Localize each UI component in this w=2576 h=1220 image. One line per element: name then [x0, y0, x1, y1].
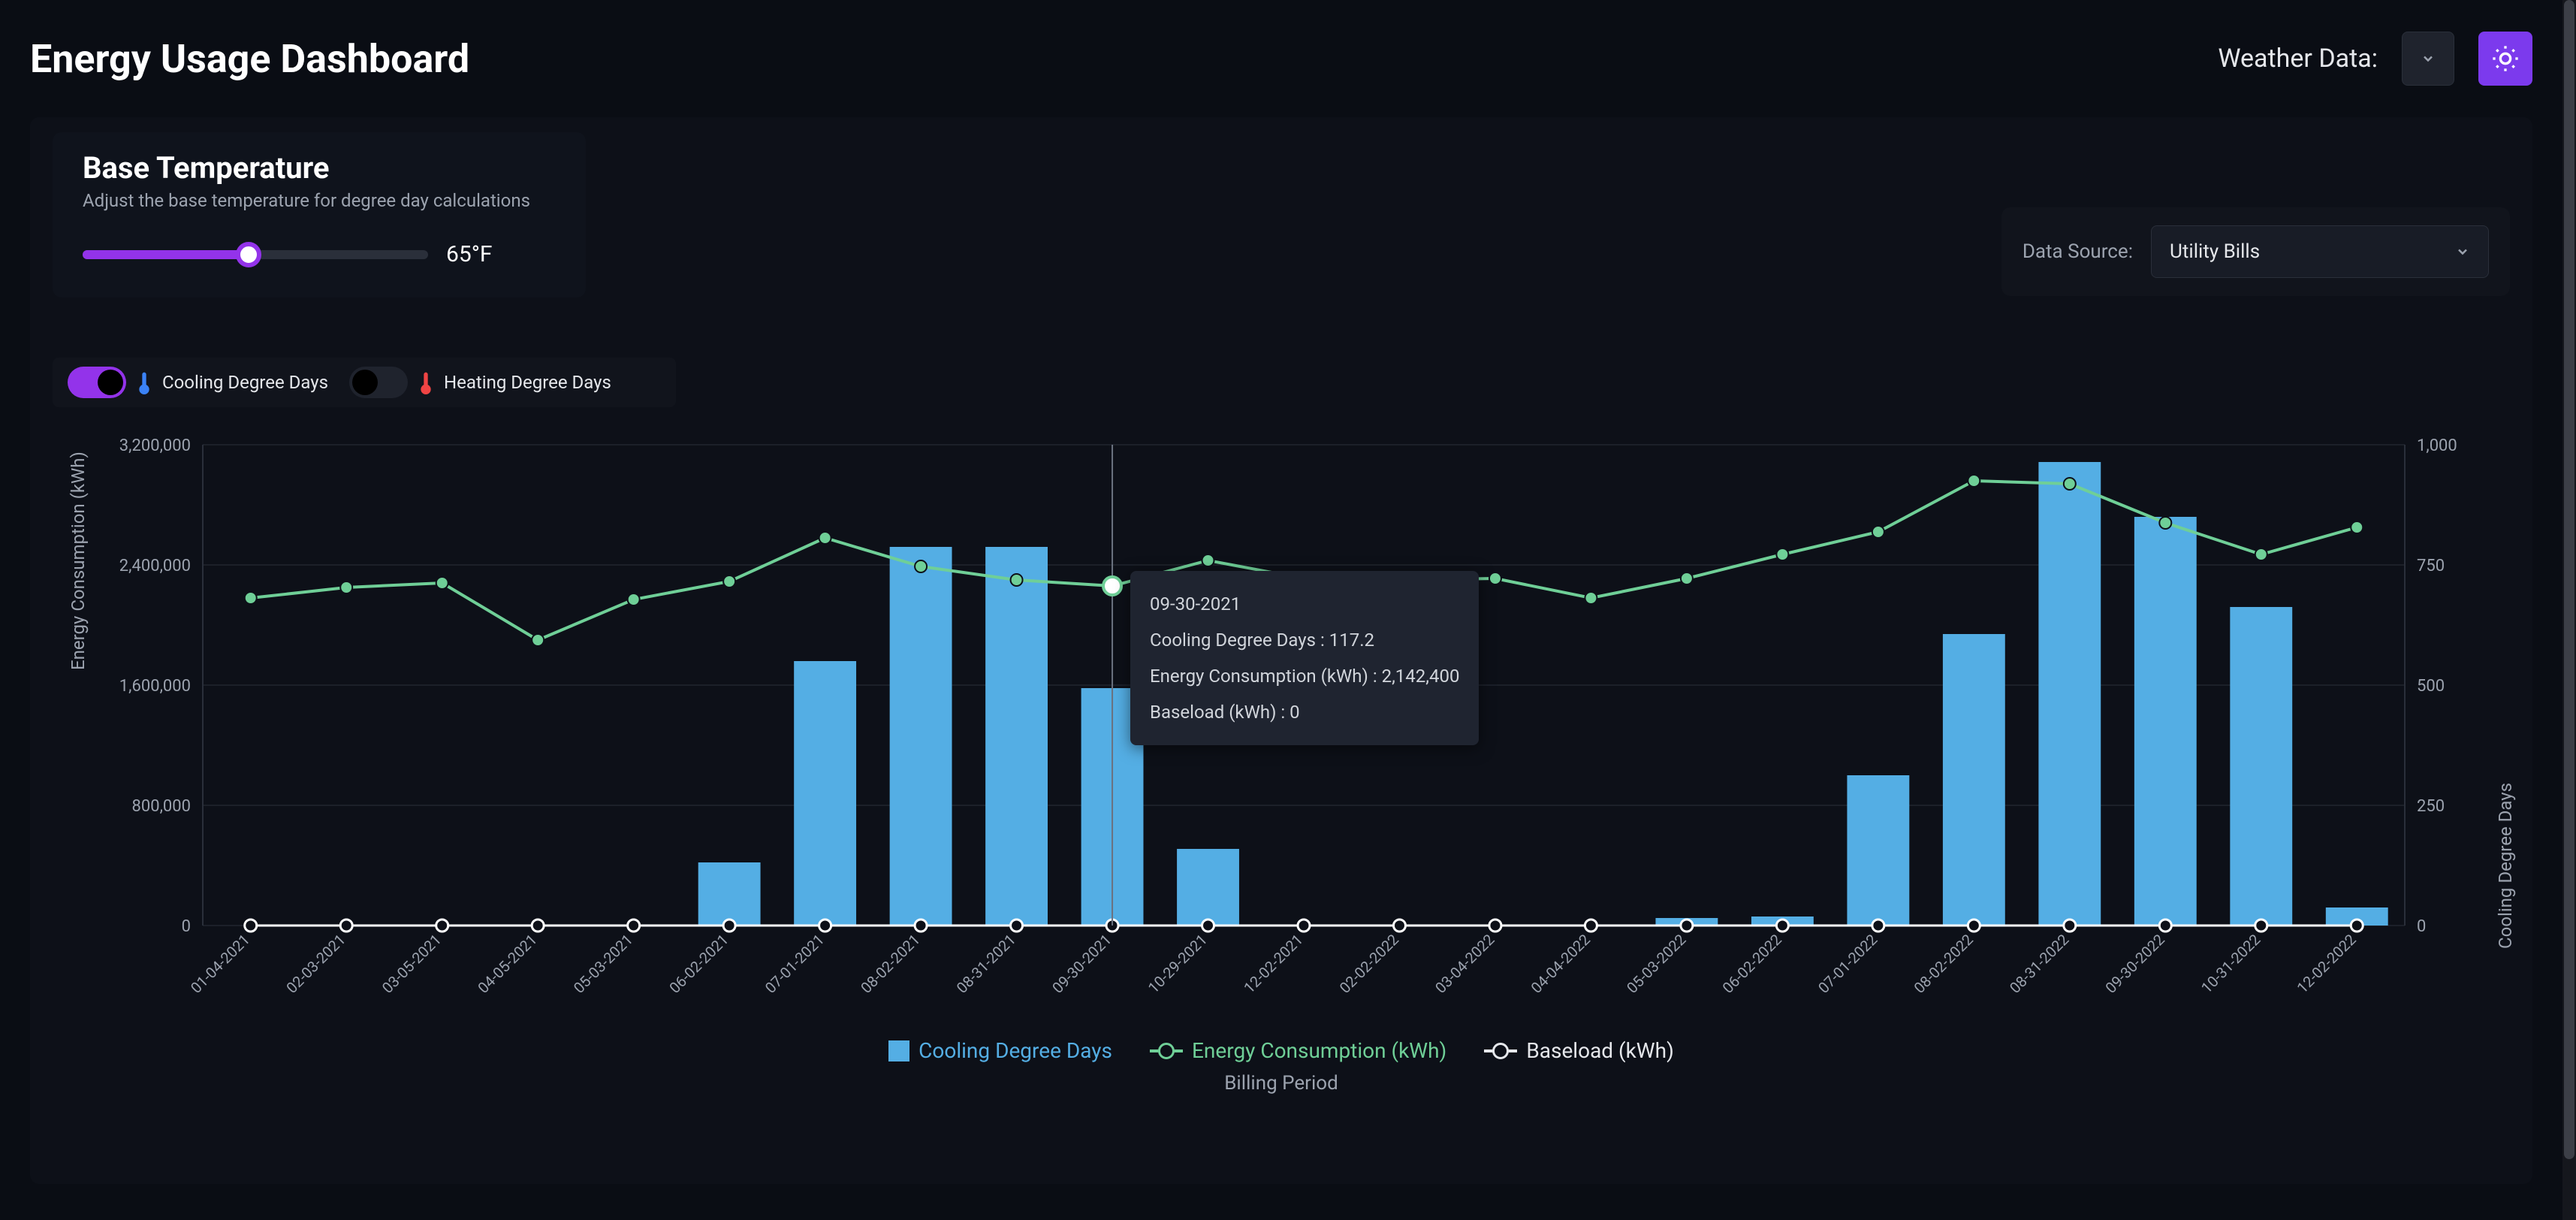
legend-baseload[interactable]: Baseload (kWh) [1484, 1038, 1674, 1063]
tooltip-row-1: Energy Consumption (kWh) : 2,142,400 [1150, 658, 1459, 694]
theme-toggle-button[interactable] [2478, 32, 2532, 86]
weather-data-label: Weather Data: [2218, 44, 2378, 74]
thermometer-cold-icon [135, 369, 153, 396]
svg-text:12-02-2022: 12-02-2022 [2293, 931, 2359, 997]
svg-text:0: 0 [182, 917, 191, 936]
svg-text:07-01-2022: 07-01-2022 [1814, 931, 1881, 997]
weather-data-select[interactable] [2402, 32, 2454, 86]
svg-text:02-03-2021: 02-03-2021 [282, 931, 348, 997]
tooltip-row-2: Baseload (kWh) : 0 [1150, 694, 1459, 730]
chart-container: Energy Consumption (kWh) Cooling Degree … [53, 430, 2510, 1166]
degree-day-toggles: Cooling Degree Days Heating Degree Days [53, 358, 676, 407]
data-source-card: Data Source: Utility Bills [2001, 207, 2510, 296]
chart-legend: Cooling Degree Days Energy Consumption (… [53, 1038, 2510, 1063]
legend-cooling-label: Cooling Degree Days [918, 1038, 1112, 1063]
base-temp-slider-row: 65°F [83, 241, 556, 267]
heating-switch[interactable] [349, 367, 408, 398]
svg-text:0: 0 [2417, 917, 2426, 936]
topbar: Energy Usage Dashboard Weather Data: [0, 0, 2562, 117]
legend-energy-label: Energy Consumption (kWh) [1192, 1038, 1446, 1063]
svg-text:09-30-2022: 09-30-2022 [2101, 931, 2167, 997]
svg-text:02-02-2022: 02-02-2022 [1336, 931, 1402, 997]
chart-tooltip: 09-30-2021 Cooling Degree Days : 117.2 E… [1130, 571, 1479, 745]
y-axis-right-label: Cooling Degree Days [2495, 783, 2516, 949]
legend-cooling-swatch [888, 1040, 909, 1061]
x-axis-label: Billing Period [53, 1072, 2510, 1095]
svg-text:10-29-2021: 10-29-2021 [1145, 931, 1211, 997]
svg-text:250: 250 [2417, 797, 2445, 816]
main-panel: Base Temperature Adjust the base tempera… [30, 117, 2532, 1184]
base-temp-value: 65°F [446, 241, 493, 267]
chevron-down-icon [2421, 51, 2436, 66]
svg-text:08-02-2022: 08-02-2022 [1911, 931, 1977, 997]
legend-baseload-swatch [1484, 1049, 1517, 1052]
svg-text:500: 500 [2417, 677, 2445, 696]
heating-toggle: Heating Degree Days [349, 367, 611, 398]
svg-text:04-05-2021: 04-05-2021 [474, 931, 540, 997]
top-right-controls: Weather Data: [2218, 32, 2532, 86]
data-source-select[interactable]: Utility Bills [2151, 225, 2489, 278]
svg-text:09-30-2021: 09-30-2021 [1048, 931, 1115, 997]
heating-label: Heating Degree Days [444, 372, 611, 393]
svg-text:1,600,000: 1,600,000 [119, 677, 191, 696]
legend-baseload-label: Baseload (kWh) [1526, 1038, 1674, 1063]
top-cards-row: Base Temperature Adjust the base tempera… [53, 132, 2510, 297]
slider-thumb[interactable] [236, 242, 261, 267]
base-temperature-card: Base Temperature Adjust the base tempera… [53, 132, 586, 297]
data-source-value: Utility Bills [2170, 240, 2260, 263]
svg-text:08-31-2022: 08-31-2022 [2006, 931, 2072, 997]
cooling-switch[interactable] [68, 367, 126, 398]
scrollbar-thumb[interactable] [2564, 0, 2574, 1159]
svg-text:05-03-2021: 05-03-2021 [570, 931, 636, 997]
svg-text:05-03-2022: 05-03-2022 [1623, 931, 1689, 997]
legend-energy[interactable]: Energy Consumption (kWh) [1150, 1038, 1446, 1063]
svg-text:06-02-2021: 06-02-2021 [665, 931, 731, 997]
chevron-down-icon [2455, 244, 2470, 259]
base-temp-slider[interactable] [83, 250, 428, 259]
svg-text:750: 750 [2417, 557, 2445, 575]
svg-text:04-04-2022: 04-04-2022 [1528, 931, 1594, 997]
cooling-label: Cooling Degree Days [162, 372, 328, 393]
slider-fill [83, 250, 249, 259]
legend-cooling[interactable]: Cooling Degree Days [888, 1038, 1112, 1063]
svg-text:03-04-2022: 03-04-2022 [1431, 931, 1498, 997]
y-axis-left-label: Energy Consumption (kWh) [68, 451, 89, 670]
svg-text:08-31-2021: 08-31-2021 [953, 931, 1019, 997]
scrollbar[interactable] [2562, 0, 2576, 1220]
page-title: Energy Usage Dashboard [30, 36, 469, 82]
svg-text:800,000: 800,000 [131, 797, 191, 816]
legend-energy-swatch [1150, 1049, 1183, 1052]
data-source-label: Data Source: [2022, 240, 2133, 263]
cooling-toggle: Cooling Degree Days [68, 367, 328, 398]
svg-text:1,000: 1,000 [2417, 436, 2457, 455]
svg-text:10-31-2022: 10-31-2022 [2197, 931, 2264, 997]
svg-text:01-04-2021: 01-04-2021 [187, 931, 253, 997]
svg-text:2,400,000: 2,400,000 [119, 557, 191, 575]
svg-text:03-05-2021: 03-05-2021 [379, 931, 445, 997]
thermometer-hot-icon [417, 369, 435, 396]
base-temp-title: Base Temperature [83, 150, 556, 186]
svg-text:12-02-2021: 12-02-2021 [1240, 931, 1306, 997]
svg-text:06-02-2022: 06-02-2022 [1719, 931, 1785, 997]
tooltip-row-0: Cooling Degree Days : 117.2 [1150, 622, 1459, 658]
sun-icon [2490, 44, 2520, 74]
svg-text:07-01-2021: 07-01-2021 [762, 931, 828, 997]
tooltip-date: 09-30-2021 [1150, 586, 1459, 622]
svg-text:08-02-2021: 08-02-2021 [857, 931, 923, 997]
base-temp-subtitle: Adjust the base temperature for degree d… [83, 190, 556, 211]
svg-text:3,200,000: 3,200,000 [119, 436, 191, 455]
